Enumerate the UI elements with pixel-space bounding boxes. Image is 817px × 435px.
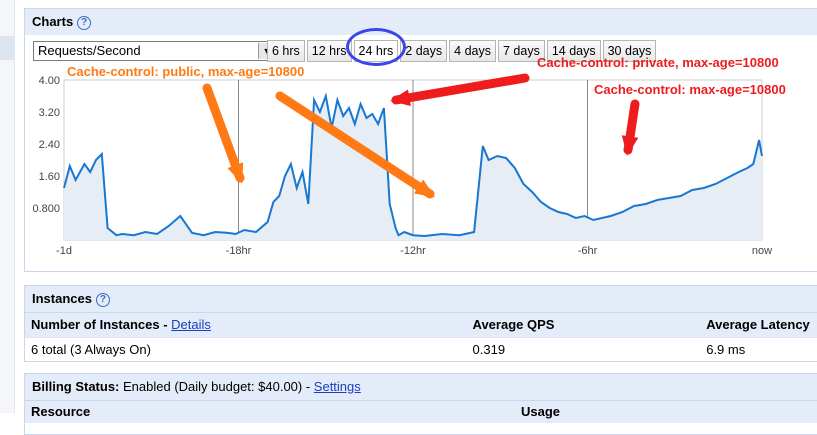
arrow-public-left [202,83,245,184]
x-tick-label: -1d [56,245,72,257]
instances-title: Instances [32,291,92,306]
help-icon[interactable]: ? [77,16,92,30]
left-nav-strip [0,0,15,413]
metric-select-value: Requests/Second [38,43,141,58]
range-30days-button[interactable]: 30 days [602,40,657,62]
arrow-plain [621,99,640,156]
x-tick-label: -6hr [578,245,598,257]
x-tick-label: now [752,245,772,257]
billing-status: Enabled (Daily budget: $40.00) - [119,379,314,394]
y-tick-label: 1.60 [39,171,60,183]
arrow-public-right [275,91,435,199]
annotation-public: Cache-control: public, max-age=10800 [67,64,305,79]
range-6hrs-button[interactable]: 6 hrs [267,40,305,62]
instances-table-header: Number of Instances - Details Average QP… [25,312,817,337]
charts-title: Charts [32,14,74,29]
table-row: 6 total (3 Always On) 0.319 6.9 ms [25,337,817,362]
range-7days-button[interactable]: 7 days [497,40,545,62]
x-tick-label: -12hr [400,245,426,257]
annotation-private: Cache-control: private, max-age=10800 [537,55,779,70]
requests-chart: 4.00 3.20 2.40 1.60 0.800 -1d -18hr -12hr -6hr no… [32,73,772,257]
left-nav-selected [0,36,14,60]
series-area [64,96,762,240]
annotation-plain: Cache-control: max-age=10800 [594,82,786,97]
highlight-circle [346,28,406,66]
range-12hrs-button[interactable]: 12 hrs [306,40,352,62]
range-4days-button[interactable]: 4 days [449,40,496,62]
latency-value: 6.9 ms [706,342,746,357]
billing-table-header: Resource Usage [25,400,817,423]
y-tick-label: 4.00 [39,75,60,87]
y-tick-label: 3.20 [39,107,60,119]
charts-header: Charts? [25,9,817,35]
qps-value: 0.319 [472,342,506,357]
latency-column-header: Average Latency [706,317,810,332]
settings-link[interactable]: Settings [313,379,361,394]
billing-label: Billing Status: [32,379,120,394]
help-icon[interactable]: ? [95,293,110,307]
qps-column-header: Average QPS [472,317,555,332]
arrow-private [390,73,530,106]
y-tick-label: 2.40 [39,139,60,151]
billing-panel: Billing Status: Enabled (Daily budget: $… [24,373,817,435]
instances-header: Instances? [25,286,817,312]
instances-column-header: Number of Instances - Details [31,317,211,332]
y-tick-label: 0.800 [32,203,60,215]
instances-panel: Instances? Number of Instances - Details… [24,285,817,362]
instances-value: 6 total (3 Always On) [31,342,151,357]
details-link[interactable]: Details [171,317,211,332]
usage-column-header: Usage [521,404,561,419]
billing-header: Billing Status: Enabled (Daily budget: $… [25,374,817,400]
range-14days-button[interactable]: 14 days [546,40,601,62]
x-tick-label: -18hr [226,245,252,257]
resource-column-header: Resource [31,404,91,419]
series-line [63,92,763,238]
